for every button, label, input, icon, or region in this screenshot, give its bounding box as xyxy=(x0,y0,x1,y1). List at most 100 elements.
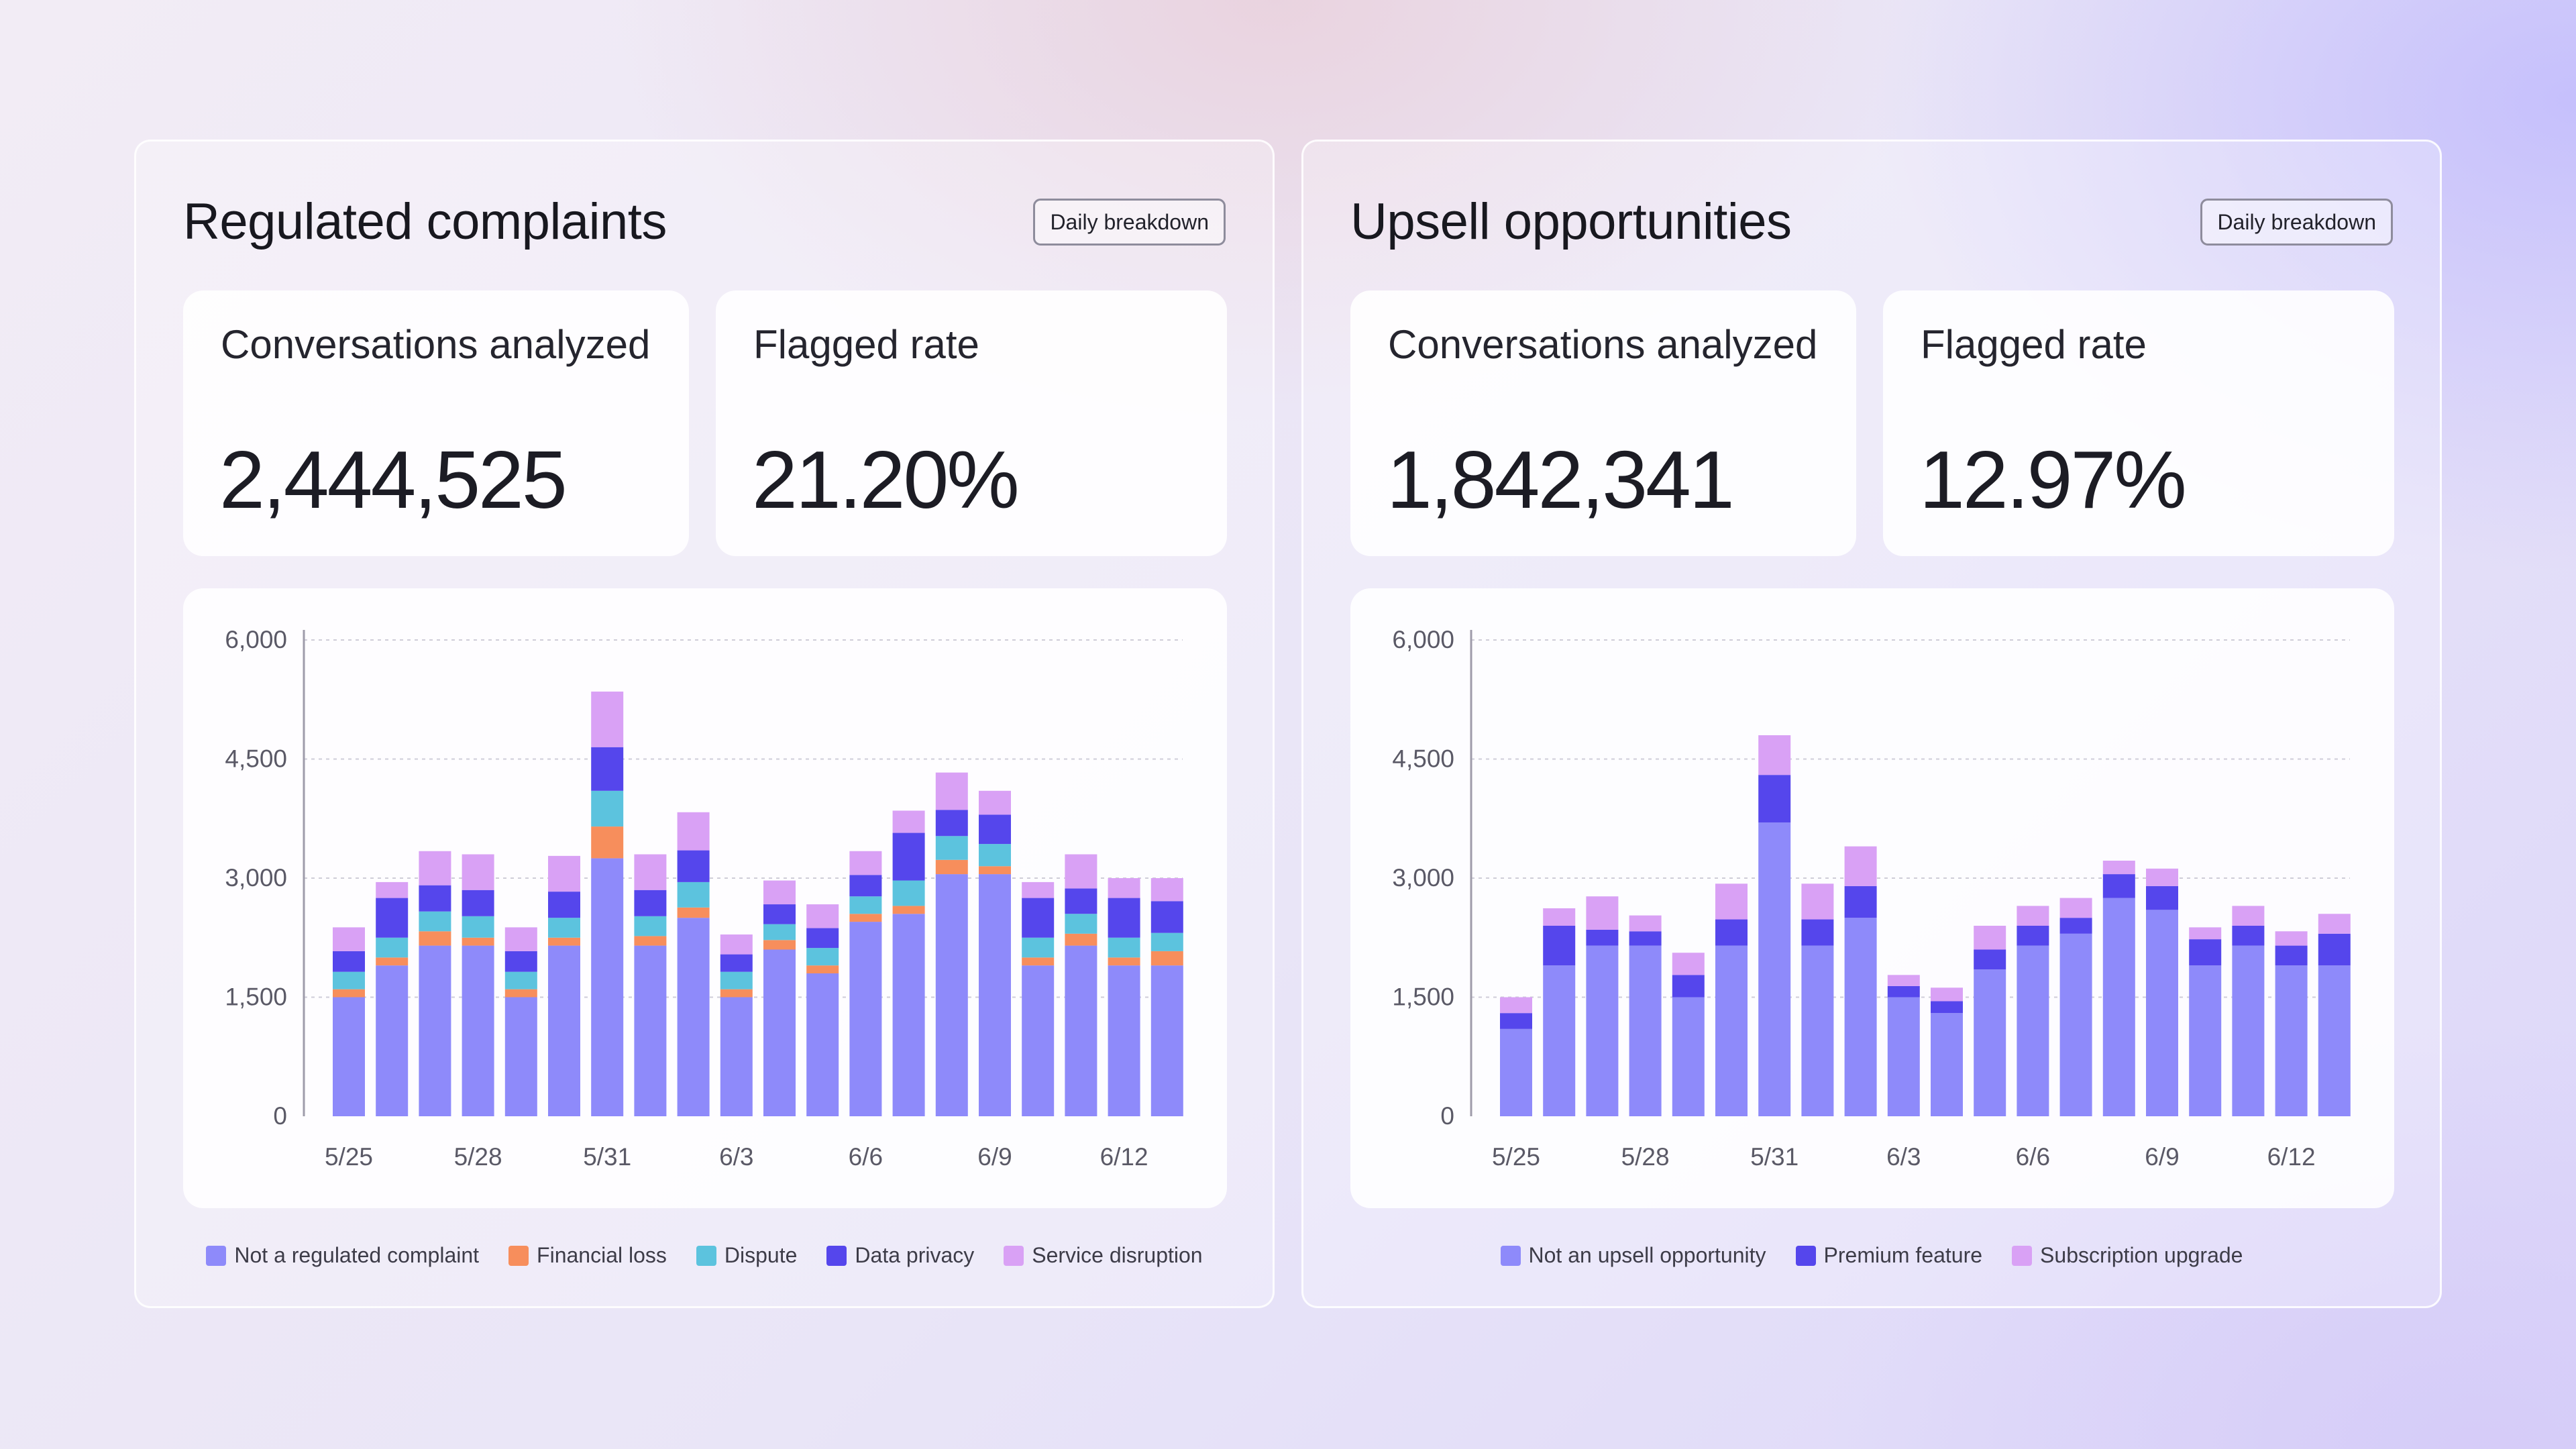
bar-segment xyxy=(806,965,839,973)
bar-stack[interactable] xyxy=(1931,987,1963,1116)
bar-segment xyxy=(1543,926,1576,966)
bar-segment xyxy=(763,940,796,950)
legend-item[interactable]: Financial loss xyxy=(508,1243,667,1268)
bar-segment xyxy=(2189,927,2222,940)
bar-stack[interactable] xyxy=(1108,878,1140,1116)
bar-stack[interactable] xyxy=(2146,868,2178,1116)
flagged-rate-card: Flagged rate 12.97% xyxy=(1883,290,2394,556)
bar-stack[interactable] xyxy=(376,881,409,1116)
bar-stack[interactable] xyxy=(1887,975,1920,1116)
panel-title: Regulated complaints xyxy=(183,193,667,250)
bar-stack[interactable] xyxy=(1543,908,1576,1116)
bar-segment xyxy=(763,880,796,905)
bar-segment xyxy=(720,934,753,955)
bar-stack[interactable] xyxy=(1801,883,1834,1116)
bar-segment xyxy=(677,881,710,908)
bar-segment xyxy=(1931,1013,1963,1116)
bar-stack[interactable] xyxy=(1500,997,1532,1117)
bar-segment xyxy=(2017,906,2049,926)
bar-stack[interactable] xyxy=(2232,906,2265,1116)
bar-segment xyxy=(504,989,537,998)
bar-segment xyxy=(763,924,796,941)
bar-stack[interactable] xyxy=(1758,735,1791,1116)
bar-stack[interactable] xyxy=(1974,926,2006,1116)
bar-segment xyxy=(1715,919,1748,946)
daily-breakdown-button[interactable]: Daily breakdown xyxy=(1033,199,1226,246)
bar-segment xyxy=(1974,926,2006,950)
bar-segment xyxy=(892,880,925,906)
bar-stack[interactable] xyxy=(2318,914,2351,1116)
bar-stack[interactable] xyxy=(979,790,1011,1116)
legend-item[interactable]: Not an upsell opportunity xyxy=(1500,1243,1766,1268)
bar-segment xyxy=(1543,965,1576,1116)
bar-stack[interactable] xyxy=(1150,878,1183,1116)
bar-stack[interactable] xyxy=(935,772,968,1116)
bar-segment xyxy=(2102,874,2135,898)
daily-breakdown-button[interactable]: Daily breakdown xyxy=(2200,199,2393,246)
bar-segment xyxy=(634,936,667,946)
bar-segment xyxy=(2275,965,2308,1116)
legend-swatch xyxy=(1004,1245,1024,1266)
x-tick-label: 6/3 xyxy=(1886,1143,1921,1171)
bar-segment xyxy=(462,937,494,946)
legend-item[interactable]: Data privacy xyxy=(826,1243,974,1268)
bar-stack[interactable] xyxy=(2102,860,2135,1116)
legend-item[interactable]: Service disruption xyxy=(1004,1243,1203,1268)
bar-stack[interactable] xyxy=(1672,953,1705,1116)
y-tick-label: 4,500 xyxy=(1392,745,1454,773)
bar-stack[interactable] xyxy=(333,927,365,1116)
bar-stack[interactable] xyxy=(806,904,839,1116)
bar-segment xyxy=(2146,868,2178,886)
x-tick-label: 6/6 xyxy=(2016,1143,2050,1171)
bar-segment xyxy=(634,916,667,936)
bar-segment xyxy=(763,904,796,924)
bar-segment xyxy=(1500,1028,1532,1116)
bar-stack[interactable] xyxy=(677,812,710,1116)
bar-stack[interactable] xyxy=(2189,927,2222,1116)
bar-stack[interactable] xyxy=(634,854,667,1117)
bar-segment xyxy=(376,957,409,966)
bar-stack[interactable] xyxy=(1065,854,1097,1117)
legend-item[interactable]: Premium feature xyxy=(1795,1243,1982,1268)
bar-stack[interactable] xyxy=(1629,915,1662,1116)
bar-segment xyxy=(504,927,537,951)
bar-stack[interactable] xyxy=(1586,896,1619,1116)
bar-segment xyxy=(376,937,409,958)
bar-stack[interactable] xyxy=(1844,846,1877,1116)
bar-stack[interactable] xyxy=(591,691,624,1116)
bar-segment xyxy=(2102,898,2135,1116)
regulated-complaints-panel: Regulated complaints Daily breakdown Con… xyxy=(134,140,1275,1308)
bar-segment xyxy=(1844,846,1877,886)
bar-stack[interactable] xyxy=(2275,931,2308,1116)
bar-segment xyxy=(419,885,451,912)
bar-segment xyxy=(591,747,624,791)
bar-segment xyxy=(504,997,537,1116)
bar-stack[interactable] xyxy=(2059,898,2092,1116)
bar-segment xyxy=(677,850,710,882)
bar-stack[interactable] xyxy=(462,854,494,1117)
flagged-rate-value: 12.97% xyxy=(1919,434,2187,525)
legend-item[interactable]: Not a regulated complaint xyxy=(206,1243,479,1268)
bar-stack[interactable] xyxy=(1022,881,1055,1116)
bar-stack[interactable] xyxy=(419,851,451,1116)
bar-segment xyxy=(462,890,494,916)
bar-stack[interactable] xyxy=(2017,906,2049,1116)
bar-stack[interactable] xyxy=(763,880,796,1116)
bar-stack[interactable] xyxy=(504,927,537,1116)
y-tick-label: 1,500 xyxy=(225,983,287,1011)
bar-stack[interactable] xyxy=(892,810,925,1116)
x-tick-label: 6/12 xyxy=(2267,1143,2316,1171)
bar-stack[interactable] xyxy=(849,851,882,1116)
bar-segment xyxy=(2275,945,2308,966)
bar-stack[interactable] xyxy=(720,934,753,1116)
legend-item[interactable]: Dispute xyxy=(696,1243,797,1268)
bar-segment xyxy=(1108,965,1140,1116)
y-tick-label: 6,000 xyxy=(225,626,287,653)
legend-label: Subscription upgrade xyxy=(2040,1243,2243,1267)
legend-item[interactable]: Subscription upgrade xyxy=(2012,1243,2243,1268)
bar-stack[interactable] xyxy=(548,855,580,1116)
bar-stack[interactable] xyxy=(1715,883,1748,1116)
bar-segment xyxy=(2232,945,2265,1116)
legend-swatch xyxy=(1500,1245,1521,1266)
bar-segment xyxy=(1065,933,1097,946)
